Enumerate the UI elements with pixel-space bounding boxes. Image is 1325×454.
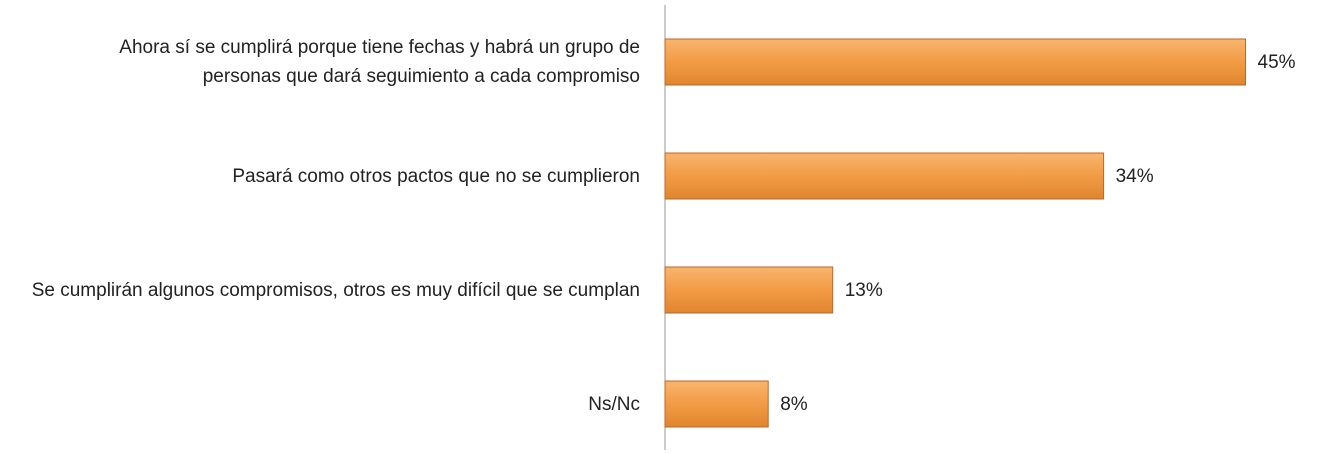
- category-label: Pasará como otros pactos que no se cumpl…: [232, 165, 640, 187]
- value-label: 13%: [845, 280, 883, 301]
- bar: [664, 266, 834, 314]
- value-label: 45%: [1258, 52, 1296, 73]
- category-label: Ns/Nc: [588, 393, 640, 415]
- value-label: 8%: [780, 394, 808, 415]
- category-label: Ahora sí se cumplirá porque tiene fechas…: [119, 37, 640, 87]
- bar: [664, 38, 1246, 86]
- bar: [664, 152, 1105, 200]
- bar: [664, 380, 769, 428]
- value-label: 34%: [1116, 166, 1154, 187]
- category-label: Se cumplirán algunos compromisos, otros …: [31, 279, 640, 301]
